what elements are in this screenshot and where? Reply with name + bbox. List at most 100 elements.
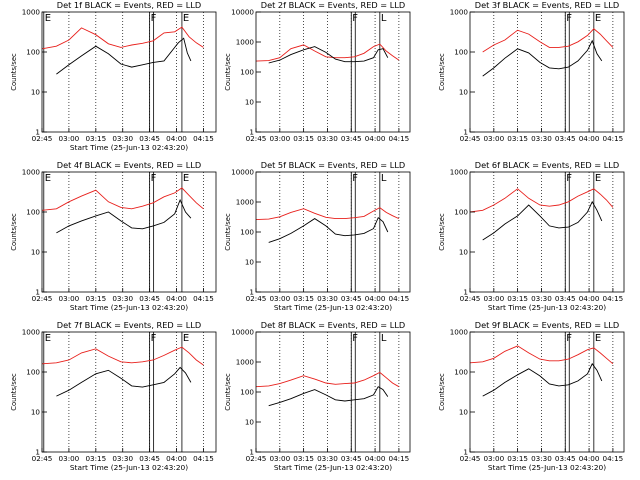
x-tick-label: 03:15 — [293, 134, 314, 143]
panel-det-2: Det 2f BLACK = Events, RED = LLD F L 1 10 100… — [224, 0, 411, 143]
panel-title: Det 2f BLACK = Events, RED = LLD — [261, 0, 405, 10]
y-tick-label: 100 — [240, 68, 254, 77]
x-tick-label: 03:15 — [85, 294, 106, 303]
x-tick-label: 03:45 — [555, 454, 576, 463]
panel-det-1: Det 1f BLACK = Events, RED = LLD E F E 1 10 10… — [10, 0, 217, 152]
marker-label: E — [595, 13, 601, 24]
marker-label: E — [45, 173, 51, 184]
y-tick-label: 10 — [31, 88, 41, 97]
y-tick-label: 1 — [35, 128, 40, 137]
x-tick-label: 03:30 — [317, 454, 338, 463]
y-tick-label: 10 — [459, 408, 469, 417]
x-tick-label: 03:15 — [293, 294, 314, 303]
panel-det-5: Det 5f BLACK = Events, RED = LLD F L 1 10 100… — [224, 160, 411, 312]
x-tick-label: 04:15 — [603, 294, 624, 303]
y-axis-label: Counts/sec — [224, 213, 232, 251]
panel-title: Det 6f BLACK = Events, RED = LLD — [475, 160, 619, 170]
y-tick-label: 1 — [35, 448, 40, 457]
x-tick-label: 03:30 — [112, 454, 133, 463]
x-tick-label: 04:00 — [365, 294, 386, 303]
y-axis-label: Counts/sec — [10, 53, 18, 91]
y-tick-label: 10 — [245, 258, 255, 267]
x-tick-label: 04:15 — [389, 454, 410, 463]
marker-label: E — [45, 333, 51, 344]
marker-label: F — [566, 333, 572, 344]
y-tick-label: 1 — [463, 288, 468, 297]
y-tick-label: 10 — [245, 418, 255, 427]
series-lld — [255, 207, 400, 221]
marker-label: L — [381, 173, 387, 184]
x-tick-label: 02:45 — [246, 454, 267, 463]
x-tick-label: 04:00 — [579, 454, 600, 463]
series-events — [268, 386, 389, 407]
plot-frame — [41, 11, 217, 133]
series-lld — [41, 346, 204, 366]
x-tick-label: 02:45 — [32, 134, 53, 143]
x-axis-label: Start Time (25-Jun-13 02:43:20) — [488, 463, 606, 472]
x-axis-label: Start Time (25-Jun-13 02:43:20) — [274, 303, 392, 312]
x-tick-label: 03:00 — [483, 454, 504, 463]
y-tick-label: 1 — [463, 448, 468, 457]
x-tick-label: 03:30 — [531, 134, 552, 143]
x-tick-label: 04:00 — [579, 134, 600, 143]
y-tick-label: 1 — [249, 288, 254, 297]
y-tick-label: 1000 — [236, 358, 255, 367]
x-tick-label: 03:45 — [341, 134, 362, 143]
marker-label: E — [183, 173, 189, 184]
x-tick-label: 04:00 — [166, 294, 187, 303]
x-tick-label: 03:15 — [85, 134, 106, 143]
y-tick-label: 10 — [31, 408, 41, 417]
x-axis-label: Start Time (25-Jun-13 02:43:20) — [70, 463, 188, 472]
series-events — [56, 198, 192, 234]
y-tick-label: 10000 — [231, 328, 254, 337]
marker-label: E — [45, 13, 51, 24]
y-tick-label: 1 — [35, 288, 40, 297]
series-lld — [255, 43, 400, 62]
x-tick-label: 02:45 — [246, 134, 267, 143]
marker-label: F — [151, 173, 157, 184]
x-tick-label: 02:45 — [460, 294, 481, 303]
y-tick-label: 10 — [459, 248, 469, 257]
y-tick-label: 1000 — [236, 38, 255, 47]
panel-title: Det 7f BLACK = Events, RED = LLD — [57, 320, 201, 330]
panel-title: Det 4f BLACK = Events, RED = LLD — [57, 160, 201, 170]
y-tick-label: 100 — [240, 388, 254, 397]
marker-label: E — [595, 333, 601, 344]
x-tick-label: 04:15 — [193, 454, 214, 463]
x-tick-label: 04:00 — [365, 134, 386, 143]
series-events — [482, 362, 603, 397]
x-tick-label: 03:00 — [483, 134, 504, 143]
x-tick-label: 04:00 — [166, 454, 187, 463]
x-tick-label: 03:00 — [269, 454, 290, 463]
panel-det-4: Det 4f BLACK = Events, RED = LLD E F E 1 10 10… — [10, 160, 217, 312]
plot-frame — [41, 171, 217, 293]
panel-det-7: Det 7f BLACK = Events, RED = LLD E F E 1 10 10… — [10, 320, 217, 472]
series-events — [268, 46, 389, 64]
x-tick-label: 03:45 — [341, 454, 362, 463]
y-axis-label: Counts/sec — [438, 53, 446, 91]
x-tick-label: 04:15 — [603, 134, 624, 143]
x-tick-label: 03:45 — [555, 294, 576, 303]
series-lld — [41, 26, 204, 50]
x-tick-label: 03:15 — [293, 454, 314, 463]
x-tick-label: 03:15 — [85, 454, 106, 463]
series-events — [56, 366, 192, 397]
plot-frame — [255, 11, 411, 133]
plot-frame — [469, 331, 625, 453]
marker-label: F — [352, 173, 358, 184]
x-tick-label: 02:45 — [32, 454, 53, 463]
y-tick-label: 100 — [26, 368, 40, 377]
panel-det-9: Det 9f BLACK = Events, RED = LLD F E 1 10 100… — [438, 320, 625, 472]
x-tick-label: 03:15 — [507, 294, 528, 303]
y-tick-label: 10 — [245, 98, 255, 107]
x-tick-label: 04:15 — [603, 454, 624, 463]
y-tick-label: 1000 — [22, 8, 41, 17]
marker-label: F — [151, 333, 157, 344]
x-tick-label: 03:30 — [531, 454, 552, 463]
y-tick-label: 10 — [31, 248, 41, 257]
y-tick-label: 1000 — [450, 8, 469, 17]
x-tick-label: 04:15 — [389, 134, 410, 143]
x-tick-label: 03:45 — [341, 294, 362, 303]
x-tick-label: 03:30 — [112, 134, 133, 143]
